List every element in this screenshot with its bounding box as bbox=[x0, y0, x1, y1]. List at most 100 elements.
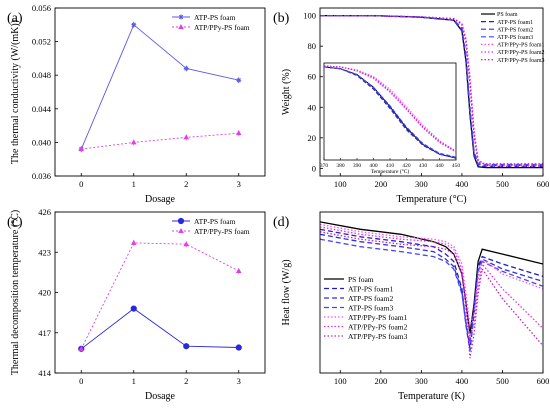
series-line bbox=[80, 242, 240, 349]
data-point bbox=[131, 22, 137, 28]
y-axis-title: The thermal conductivity (W/(mK)) bbox=[10, 20, 21, 164]
x-tick-label: 300 bbox=[415, 376, 428, 386]
legend-label: PS foam bbox=[348, 275, 374, 284]
data-point bbox=[183, 343, 190, 350]
x-axis-title: Temperature (°C) bbox=[396, 194, 466, 205]
y-axis-title: Thermal decomposition temperature (°C) bbox=[10, 210, 21, 375]
legend-label: ATP/PPy-PS foam2 bbox=[497, 49, 545, 56]
y-axis-title: Weight (%) bbox=[281, 69, 292, 115]
plot-area bbox=[78, 21, 242, 153]
legend-label: ATP-PS foam2 bbox=[497, 26, 533, 33]
inset-series-line bbox=[323, 65, 457, 152]
y-tick-label: 417 bbox=[38, 328, 51, 338]
inset-chart: 370 380 390 400 410 420 430 440 450 Temperature (… bbox=[320, 62, 461, 175]
x-tick-label: 2 bbox=[184, 376, 188, 386]
axes-frame bbox=[319, 7, 544, 177]
panel-c: (c) 0 1 2 3 414 417 420 423 426 Dosage Thermal deco… bbox=[7, 207, 266, 402]
panel-label: (b) bbox=[273, 11, 290, 26]
series-line bbox=[81, 132, 239, 150]
inset-series-line bbox=[323, 66, 457, 159]
x-tick-label: 500 bbox=[496, 179, 509, 189]
panel-label: (d) bbox=[273, 215, 290, 230]
data-point bbox=[236, 77, 242, 83]
inset-frame bbox=[323, 62, 457, 161]
y-tick-label: 423 bbox=[38, 247, 51, 257]
x-tick-label: 500 bbox=[496, 376, 509, 386]
data-point bbox=[130, 139, 137, 145]
legend-label: ATP/PPy-PS foam1 bbox=[497, 42, 545, 49]
x-tick-label: 0 bbox=[79, 179, 83, 189]
data-point bbox=[183, 65, 189, 71]
series-line bbox=[81, 308, 239, 350]
data-point bbox=[130, 305, 137, 312]
x-tick-label: 1 bbox=[132, 376, 136, 386]
x-tick-label: 600 bbox=[537, 179, 550, 189]
x-tick-label: 400 bbox=[456, 376, 469, 386]
data-point bbox=[78, 345, 85, 351]
x-axis-title: Temperature (K) bbox=[398, 391, 465, 402]
legend-label: ATP/PPy-PS foam bbox=[194, 23, 250, 32]
x-axis-title: Dosage bbox=[145, 391, 176, 402]
inset-series-line bbox=[323, 66, 457, 159]
legend-marker bbox=[177, 217, 185, 225]
x-tick-label: 3 bbox=[237, 179, 241, 189]
data-point bbox=[183, 134, 190, 140]
legend-marker bbox=[178, 14, 184, 20]
x-tick-label: 200 bbox=[374, 376, 387, 386]
legend-marker bbox=[178, 24, 184, 29]
y-tick-label: 20 bbox=[308, 133, 317, 143]
y-axis-title: Heat flow (W/g) bbox=[281, 259, 292, 325]
plot-area bbox=[78, 239, 242, 352]
series-line bbox=[80, 24, 239, 150]
y-tick-label: 0.040 bbox=[32, 137, 51, 147]
legend-label: ATP-PS foam3 bbox=[348, 304, 393, 313]
legend-label: ATP-PS foam bbox=[194, 13, 236, 22]
y-tick-label: 0.056 bbox=[32, 3, 51, 13]
x-tick-label: 1 bbox=[132, 179, 136, 189]
legend-label: ATP-PS foam1 bbox=[348, 285, 393, 294]
x-tick-label: 2 bbox=[184, 179, 188, 189]
data-point bbox=[235, 268, 242, 274]
y-tick-label: 60 bbox=[308, 72, 317, 82]
inset-x-tick-label: 430 bbox=[419, 163, 428, 169]
y-tick-label: 0 bbox=[312, 163, 316, 173]
x-axis-title: Dosage bbox=[145, 194, 176, 205]
legend-label: ATP-PS foam1 bbox=[497, 19, 533, 26]
x-tick-label: 400 bbox=[456, 179, 469, 189]
y-tick-label: 0.048 bbox=[32, 70, 51, 80]
x-tick-label: 100 bbox=[334, 376, 347, 386]
panel-b: (b) 100 200 300 400 500 600 0 20 40 60 80 100 Tempera… bbox=[273, 7, 550, 205]
x-tick-label: 200 bbox=[374, 179, 387, 189]
legend-label: ATP-PS foam2 bbox=[348, 294, 393, 303]
legend-label: ATP/PPy-PS foam3 bbox=[348, 332, 408, 341]
panel-d: (d) 100 200 300 400 500 600 Temperature (K) Heat… bbox=[273, 211, 550, 402]
panel-label: (c) bbox=[7, 215, 23, 230]
legend-label: PS foam bbox=[497, 11, 518, 18]
inset-series-line bbox=[323, 66, 457, 159]
plot-area bbox=[320, 221, 543, 359]
x-tick-label: 100 bbox=[334, 179, 347, 189]
data-point bbox=[235, 130, 242, 136]
panel-label: (a) bbox=[7, 11, 23, 26]
y-tick-label: 420 bbox=[38, 288, 51, 298]
y-tick-label: 0.052 bbox=[32, 37, 51, 47]
x-tick-label: 3 bbox=[237, 376, 241, 386]
data-point bbox=[183, 241, 190, 247]
x-tick-label: 0 bbox=[79, 376, 83, 386]
series-line bbox=[320, 14, 543, 165]
inset-x-tick-label: 390 bbox=[353, 163, 362, 169]
axes-frame bbox=[319, 211, 544, 374]
inset-x-tick-label: 380 bbox=[336, 163, 345, 169]
series-line bbox=[320, 226, 543, 339]
legend-label: ATP/PPy-PS foam2 bbox=[348, 323, 408, 332]
x-tick-label: 600 bbox=[537, 376, 550, 386]
inset-x-tick-label: 440 bbox=[435, 163, 444, 169]
panel-a: (a) 0 1 2 3 0.036 0.040 0.044 0.048 0.052 0.056 Dos… bbox=[7, 3, 266, 205]
inset-x-tick-label: 370 bbox=[320, 163, 329, 169]
axes-frame bbox=[54, 211, 266, 374]
inset-x-tick-label: 450 bbox=[452, 163, 461, 169]
inset-x-tick-label: 400 bbox=[369, 163, 378, 169]
y-tick-label: 100 bbox=[303, 11, 316, 21]
